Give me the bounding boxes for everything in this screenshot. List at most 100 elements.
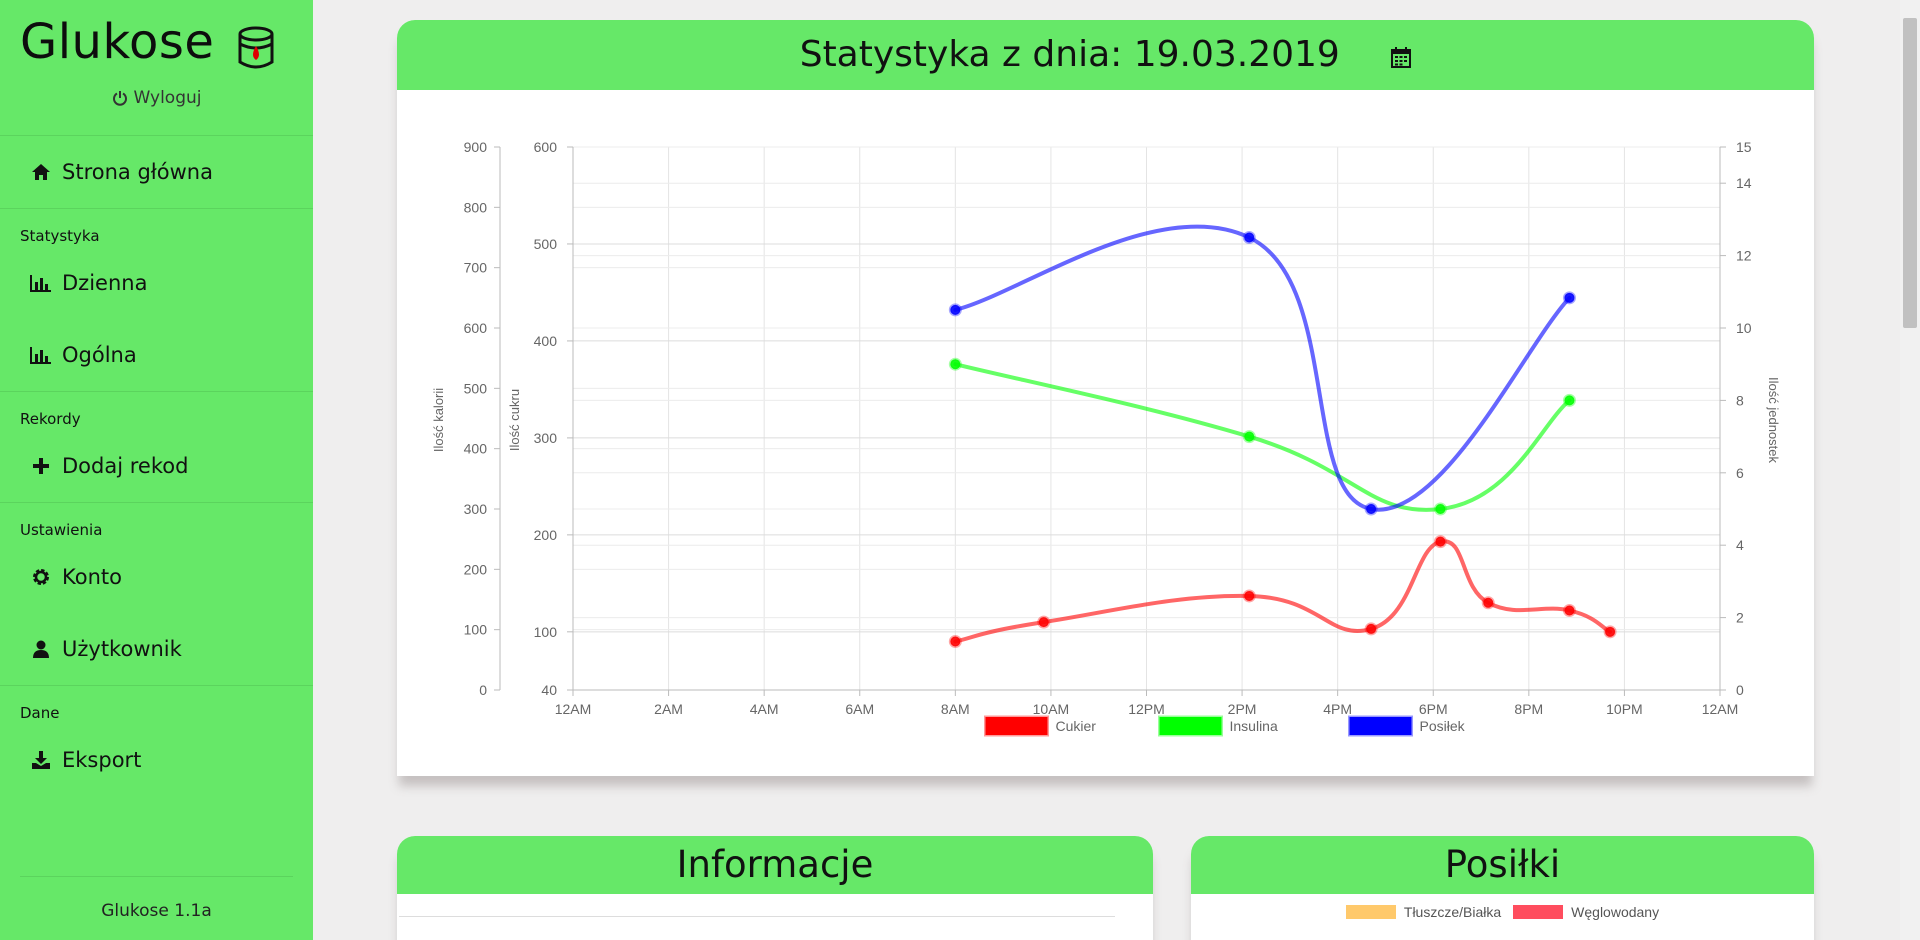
data-point-cukier [1562, 603, 1576, 617]
sidebar-item-home[interactable]: Strona główna [0, 136, 313, 208]
meals-header: Posiłki [1191, 836, 1814, 894]
x-tick-label: 8AM [941, 701, 970, 717]
meals-title: Posiłki [1444, 843, 1561, 886]
stats-title: Statystyka z dnia: 19.03.2019 [799, 34, 1340, 75]
download-icon [30, 749, 52, 771]
sidebar-item-label: Eksport [62, 748, 142, 772]
legend-swatch-insulina [1158, 715, 1223, 737]
info-card: Informacje [397, 836, 1153, 940]
section-label-stats: Statystyka [20, 227, 100, 245]
y-tick-label-jednostek: 14 [1736, 175, 1752, 191]
y-tick-label-jednostek: 4 [1736, 537, 1744, 553]
legend-label-insulina: Insulina [1230, 718, 1278, 734]
y-tick-label-kalorii: 200 [464, 561, 488, 577]
brand-area: Glukose Wyloguj [0, 0, 313, 136]
sidebar: Glukose Wyloguj Strona główna Statystyka… [0, 0, 313, 940]
y-tick-label-kalorii: 0 [479, 682, 487, 698]
axis-title-kalorii: Ilość kalorii [431, 388, 446, 452]
data-point-insulina [948, 357, 962, 371]
brand-name: Glukose [20, 14, 215, 70]
calendar-icon[interactable] [1391, 47, 1412, 68]
data-point-insulina [1242, 430, 1256, 444]
meals-legend: Tłuszcze/Białka Węglowodany [1191, 904, 1814, 920]
sidebar-item-general[interactable]: Ogólna [0, 319, 313, 391]
y-tick-label-kalorii: 700 [464, 260, 488, 276]
x-tick-label: 6AM [845, 701, 874, 717]
scrollbar[interactable] [1900, 0, 1920, 940]
data-point-cukier [1603, 625, 1617, 639]
sidebar-item-user[interactable]: Użytkownik [0, 613, 313, 685]
bar-chart-icon [30, 344, 52, 366]
y-tick-label-jednostek: 2 [1736, 610, 1744, 626]
y-tick-label-cukru: 400 [534, 333, 558, 349]
x-tick-label: 2AM [654, 701, 683, 717]
sidebar-item-label: Dzienna [62, 271, 148, 295]
legend-label: Węglowodany [1571, 904, 1660, 920]
legend-item-fats[interactable]: Tłuszcze/Białka [1345, 904, 1502, 920]
power-icon [112, 91, 127, 106]
bar-chart-icon [30, 272, 52, 294]
section-label-data: Dane [20, 704, 60, 722]
data-point-cukier [948, 635, 962, 649]
y-tick-label-cukru: 500 [534, 236, 558, 252]
sidebar-item-label: Użytkownik [62, 637, 182, 661]
section-label-settings: Ustawienia [20, 521, 103, 539]
y-tick-label-jednostek: 10 [1736, 320, 1752, 336]
y-tick-label-cukru: 100 [534, 624, 558, 640]
legend-label-posiłek: Posiłek [1420, 718, 1466, 734]
y-tick-label-jednostek: 8 [1736, 392, 1744, 408]
info-title: Informacje [676, 843, 874, 886]
series-line-posiłek [953, 224, 1572, 512]
legend-item-carbs[interactable]: Węglowodany [1513, 904, 1659, 920]
sidebar-item-account[interactable]: Konto [0, 541, 313, 613]
y-tick-label-cukru: 300 [534, 430, 558, 446]
x-tick-label: 2PM [1228, 701, 1257, 717]
legend-label: Tłuszcze/Białka [1403, 904, 1502, 920]
data-point-cukier [1481, 596, 1495, 610]
x-tick-label: 10PM [1606, 701, 1643, 717]
y-tick-label-kalorii: 400 [464, 441, 488, 457]
sidebar-item-daily[interactable]: Dzienna [0, 247, 313, 319]
info-divider [399, 916, 1115, 917]
legend-swatch-cukier [984, 715, 1049, 737]
gear-icon [30, 566, 52, 588]
y-tick-label-jednostek: 15 [1736, 139, 1752, 155]
legend-swatch-posiłek [1348, 715, 1413, 737]
sidebar-item-export[interactable]: Eksport [0, 724, 313, 796]
sidebar-item-add-record[interactable]: Dodaj rekod [0, 430, 313, 502]
scrollbar-thumb[interactable] [1903, 18, 1917, 328]
y-tick-label-jednostek: 0 [1736, 682, 1744, 698]
x-tick-label: 10AM [1033, 701, 1070, 717]
x-tick-label: 6PM [1419, 701, 1448, 717]
sidebar-item-label: Konto [62, 565, 122, 589]
x-tick-label: 4PM [1323, 701, 1352, 717]
data-point-cukier [1242, 589, 1256, 603]
y-tick-label-jednostek: 6 [1736, 465, 1744, 481]
series-line-insulina [953, 362, 1572, 512]
meals-card: Posiłki Tłuszcze/Białka Węglowodany [1191, 836, 1814, 940]
data-point-cukier [1037, 615, 1051, 629]
logout-link[interactable]: Wyloguj [0, 88, 313, 108]
plus-icon [30, 455, 52, 477]
stats-header: Statystyka z dnia: 19.03.2019 [397, 20, 1814, 90]
y-tick-label-kalorii: 100 [464, 622, 488, 638]
user-icon [30, 638, 52, 660]
data-point-insulina [1562, 393, 1576, 407]
data-point-cukier [1433, 535, 1447, 549]
x-tick-label: 12PM [1128, 701, 1165, 717]
y-tick-label-cukru: 600 [534, 139, 558, 155]
x-tick-label: 12AM [1702, 701, 1739, 717]
legend-swatch [1513, 905, 1564, 919]
home-icon [30, 161, 52, 183]
data-point-insulina [1433, 502, 1447, 516]
sidebar-item-label: Dodaj rekod [62, 454, 189, 478]
y-tick-label-kalorii: 900 [464, 139, 488, 155]
y-tick-label-kalorii: 600 [464, 320, 488, 336]
y-tick-label-kalorii: 500 [464, 380, 488, 396]
daily-line-chart: 12AM 2AM 4AM 6AM 8AM 10AM 12PM 2PM 4PM 6PM 8PM 10PM… [431, 139, 1781, 737]
daily-stats-card: Statystyka z dnia: 19.03.2019 12AM 2AM 4AM… [397, 20, 1814, 776]
sidebar-item-label: Strona główna [62, 160, 213, 184]
logout-label: Wyloguj [133, 88, 202, 108]
axis-title-cukru: Ilość cukru [507, 389, 522, 451]
x-tick-label: 8PM [1514, 701, 1543, 717]
